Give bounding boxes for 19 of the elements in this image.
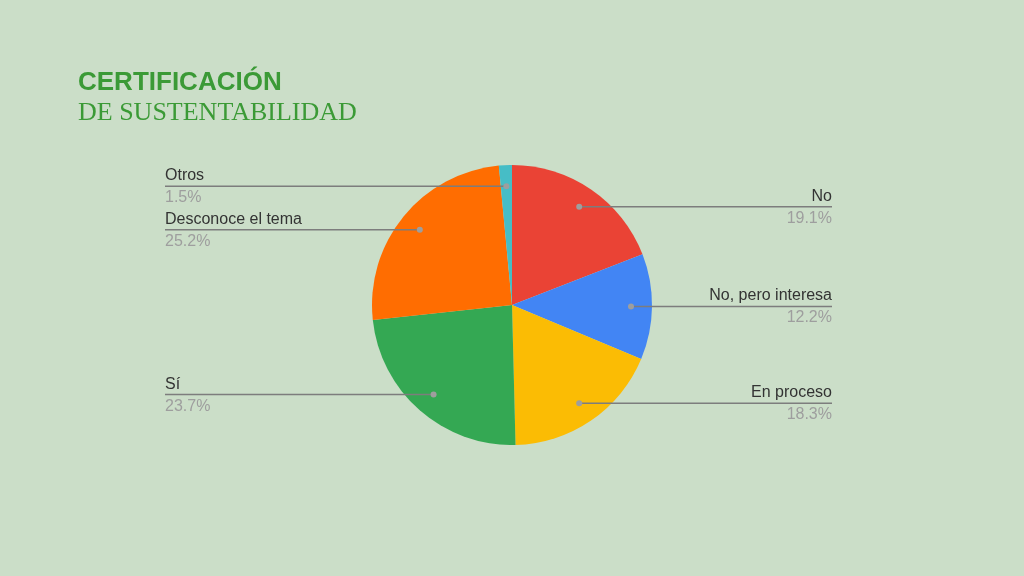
- pie-slice: [372, 305, 516, 445]
- slice-label: Desconoce el tema: [165, 209, 303, 227]
- pie-slice: [372, 165, 512, 320]
- data-label: 25.2%: [165, 231, 211, 249]
- pie-slice: [512, 305, 642, 445]
- slice-label: No, pero interesa: [709, 286, 833, 304]
- data-label: 1.5%: [165, 188, 202, 206]
- chart-title: CERTIFICACIÓN: [78, 66, 282, 96]
- pie-slice: [512, 254, 652, 359]
- chart-subtitle: DE SUSTENTABILIDAD: [78, 97, 357, 126]
- slice-label: No: [811, 186, 833, 204]
- data-label: 23.7%: [165, 396, 211, 414]
- data-label: 19.1%: [786, 208, 832, 226]
- slice-label: Otros: [165, 166, 205, 184]
- slice-label: Sí: [165, 374, 181, 392]
- data-label: 12.2%: [786, 308, 832, 326]
- slice-label: En proceso: [751, 383, 833, 401]
- pie-slice: [512, 165, 643, 305]
- data-label: 18.3%: [786, 405, 832, 423]
